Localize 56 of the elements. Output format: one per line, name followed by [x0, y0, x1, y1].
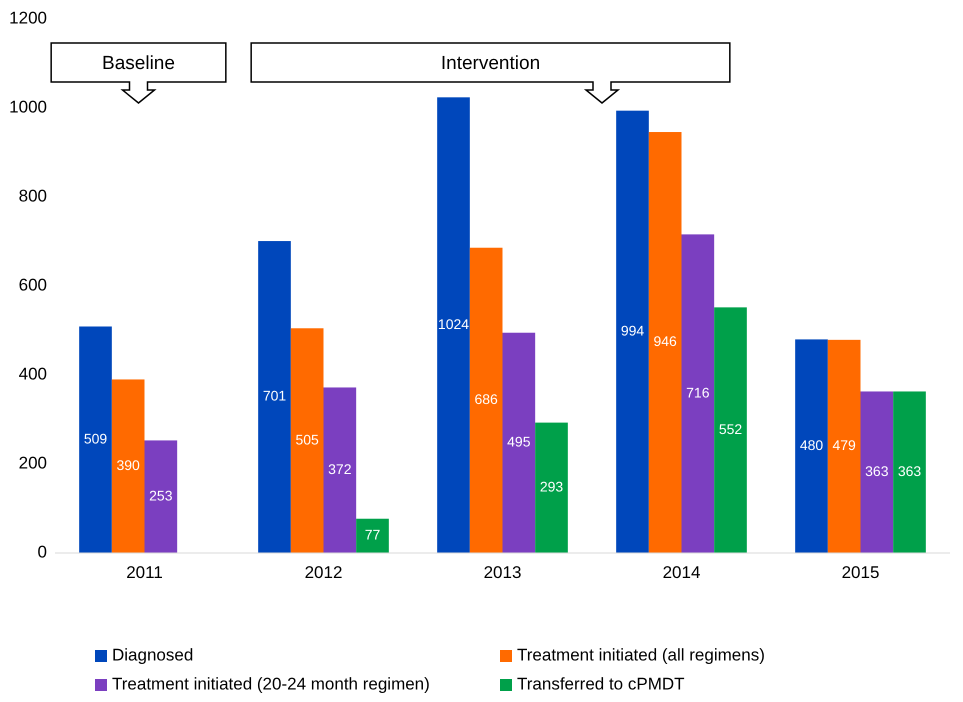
data-label: 716 [686, 384, 710, 400]
data-label: 509 [84, 430, 108, 446]
bar [112, 379, 144, 553]
y-tick-label: 400 [18, 364, 47, 384]
data-label: 372 [328, 460, 352, 477]
bar [828, 340, 860, 553]
x-tick-label: 2015 [842, 563, 880, 582]
bar [356, 518, 389, 553]
data-label: 552 [718, 420, 742, 437]
data-label: 293 [540, 478, 564, 495]
y-tick-label: 200 [18, 453, 47, 472]
x-tick-label: 2014 [662, 563, 700, 582]
bar [144, 440, 178, 553]
data-label: 77 [364, 526, 380, 543]
data-label: 701 [262, 388, 286, 404]
legend-label: Transferred to cPMDT [517, 674, 685, 694]
data-label: 480 [800, 436, 824, 453]
y-tick-label: 1000 [9, 97, 47, 116]
data-label: 505 [295, 431, 320, 448]
data-label: 994 [620, 322, 644, 339]
bar [893, 391, 926, 553]
y-tick-label: 600 [18, 275, 47, 294]
data-label: 253 [149, 487, 173, 504]
legend-label: Treatment initiated (all regimens) [517, 645, 765, 664]
data-label: 363 [898, 462, 922, 479]
data-label: 686 [474, 391, 498, 408]
bar [258, 241, 291, 553]
data-label: 363 [865, 462, 889, 479]
bar [502, 332, 536, 553]
data-label: 946 [653, 333, 678, 350]
bar [648, 132, 682, 553]
bar [616, 110, 649, 553]
y-tick-label: 0 [38, 542, 47, 562]
bar [470, 248, 502, 553]
annotation: Baseline [102, 53, 175, 74]
bar [290, 328, 324, 553]
legend-label: Treatment initiated (20-24 month regimen) [112, 674, 430, 694]
annotation: Intervention [440, 53, 540, 74]
y-tick-label: 1200 [9, 8, 47, 28]
bar [795, 339, 828, 553]
y-tick-label: 800 [18, 186, 47, 206]
bar [860, 391, 894, 553]
bar [437, 97, 470, 553]
data-label: 479 [832, 437, 856, 454]
data-label: 495 [507, 434, 531, 450]
bar [714, 307, 747, 553]
data-label: 1024 [438, 316, 470, 332]
x-tick-label: 2012 [304, 563, 342, 582]
legend-label: Diagnosed [112, 645, 194, 664]
bar [682, 234, 714, 553]
bar [79, 326, 112, 553]
x-tick-label: 2011 [126, 563, 163, 582]
data-label: 390 [116, 456, 140, 473]
x-tick-label: 2013 [484, 563, 522, 582]
bar [324, 387, 356, 553]
bar [535, 422, 568, 553]
